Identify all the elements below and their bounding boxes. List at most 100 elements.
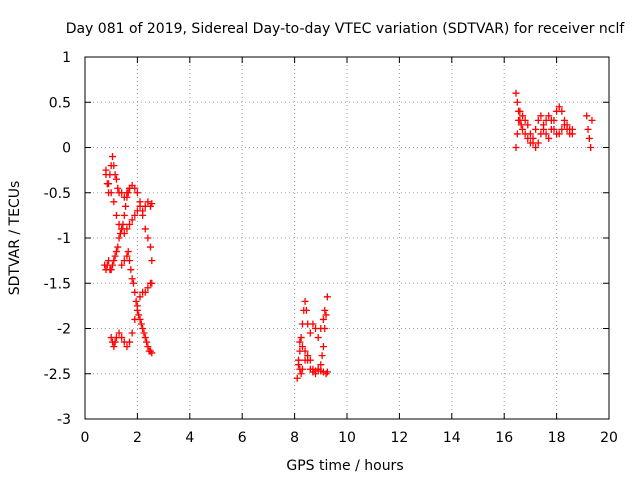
- data-point: [115, 329, 123, 337]
- x-axis-label: GPS time / hours: [286, 458, 403, 474]
- data-point: [144, 284, 152, 292]
- y-tick-label: -1: [57, 231, 71, 247]
- data-point: [524, 121, 532, 129]
- data-points: [101, 89, 596, 382]
- y-tick-label: 0.5: [49, 95, 71, 111]
- x-tick-labels: 0 2 4 6 8 10 12 14 16 18 20: [81, 430, 618, 446]
- data-point: [114, 243, 122, 251]
- data-point: [512, 89, 520, 97]
- data-point: [517, 121, 525, 129]
- data-point: [105, 180, 113, 188]
- x-tick-label: 14: [443, 430, 461, 446]
- data-point: [318, 352, 326, 360]
- data-point: [526, 130, 534, 138]
- data-point: [534, 116, 542, 124]
- x-tick-label: 8: [290, 430, 299, 446]
- data-point: [114, 184, 122, 192]
- data-point: [298, 365, 306, 373]
- data-point: [110, 257, 118, 265]
- data-point: [140, 329, 148, 337]
- series-segment-1c: [101, 184, 134, 274]
- data-point: [148, 257, 156, 265]
- data-point: [132, 297, 140, 305]
- data-point: [537, 130, 545, 138]
- y-tick-label: -0.5: [44, 186, 71, 202]
- series-segment-1e: [107, 279, 156, 351]
- data-point: [131, 288, 139, 296]
- data-point: [123, 193, 131, 201]
- data-point: [123, 343, 131, 351]
- data-point: [112, 175, 120, 183]
- y-axis-label: SDTVAR / TECUs: [7, 181, 23, 296]
- data-point: [110, 198, 118, 206]
- data-point: [306, 329, 314, 337]
- data-point: [584, 125, 592, 133]
- x-tick-label: 4: [185, 430, 194, 446]
- data-point: [124, 248, 132, 256]
- data-point: [148, 279, 156, 287]
- data-point: [133, 207, 141, 215]
- x-tick-label: 10: [338, 430, 356, 446]
- data-point: [322, 311, 330, 319]
- data-point: [126, 220, 134, 228]
- data-point: [107, 189, 115, 197]
- data-point: [124, 189, 132, 197]
- data-point: [545, 134, 553, 142]
- data-point: [319, 315, 327, 323]
- data-point: [143, 338, 151, 346]
- data-point: [309, 320, 317, 328]
- data-point: [102, 171, 110, 179]
- data-point: [141, 334, 149, 342]
- data-point: [301, 297, 309, 305]
- data-point: [304, 356, 312, 364]
- y-tick-labels: 1 0.5 0 -0.5 -1 -1.5 -2 -2.5 -3: [44, 50, 71, 428]
- y-tick-label: 0: [62, 141, 71, 157]
- data-point: [323, 293, 331, 301]
- data-point: [532, 144, 540, 151]
- data-point: [540, 125, 547, 133]
- data-point: [133, 302, 141, 310]
- data-point: [126, 338, 134, 346]
- data-point: [585, 134, 593, 142]
- series-segment-2c: [296, 338, 331, 378]
- data-point: [512, 144, 520, 151]
- x-tick-label: 18: [548, 430, 566, 446]
- x-tick-label: 12: [390, 430, 408, 446]
- data-point: [110, 162, 118, 170]
- series-segment-3b: [512, 107, 576, 151]
- data-point: [558, 107, 566, 115]
- data-point: [116, 229, 124, 237]
- data-point: [321, 325, 329, 332]
- data-point: [109, 153, 117, 161]
- data-point: [118, 334, 126, 342]
- data-point: [563, 125, 571, 133]
- data-point: [148, 200, 156, 208]
- data-point: [144, 198, 152, 206]
- data-point: [139, 211, 147, 219]
- data-point: [297, 370, 305, 378]
- data-point: [545, 112, 553, 120]
- data-point: [111, 338, 119, 346]
- data-point: [112, 211, 120, 219]
- data-point: [126, 257, 134, 265]
- series-segment-1d: [118, 248, 156, 357]
- data-point: [555, 103, 563, 111]
- x-tick-label: 16: [495, 430, 513, 446]
- data-point: [537, 112, 545, 120]
- data-point: [547, 116, 555, 124]
- data-point: [314, 334, 322, 342]
- data-point: [119, 220, 127, 228]
- data-point: [127, 266, 135, 274]
- data-point: [519, 125, 527, 133]
- data-point: [128, 216, 136, 224]
- data-point: [122, 202, 130, 210]
- data-point: [123, 252, 131, 260]
- data-point: [118, 225, 126, 233]
- data-point: [136, 202, 144, 210]
- data-point: [513, 130, 521, 138]
- y-tick-label: -3: [57, 412, 71, 428]
- data-point: [120, 211, 128, 219]
- data-point: [136, 293, 144, 301]
- data-point: [296, 338, 304, 346]
